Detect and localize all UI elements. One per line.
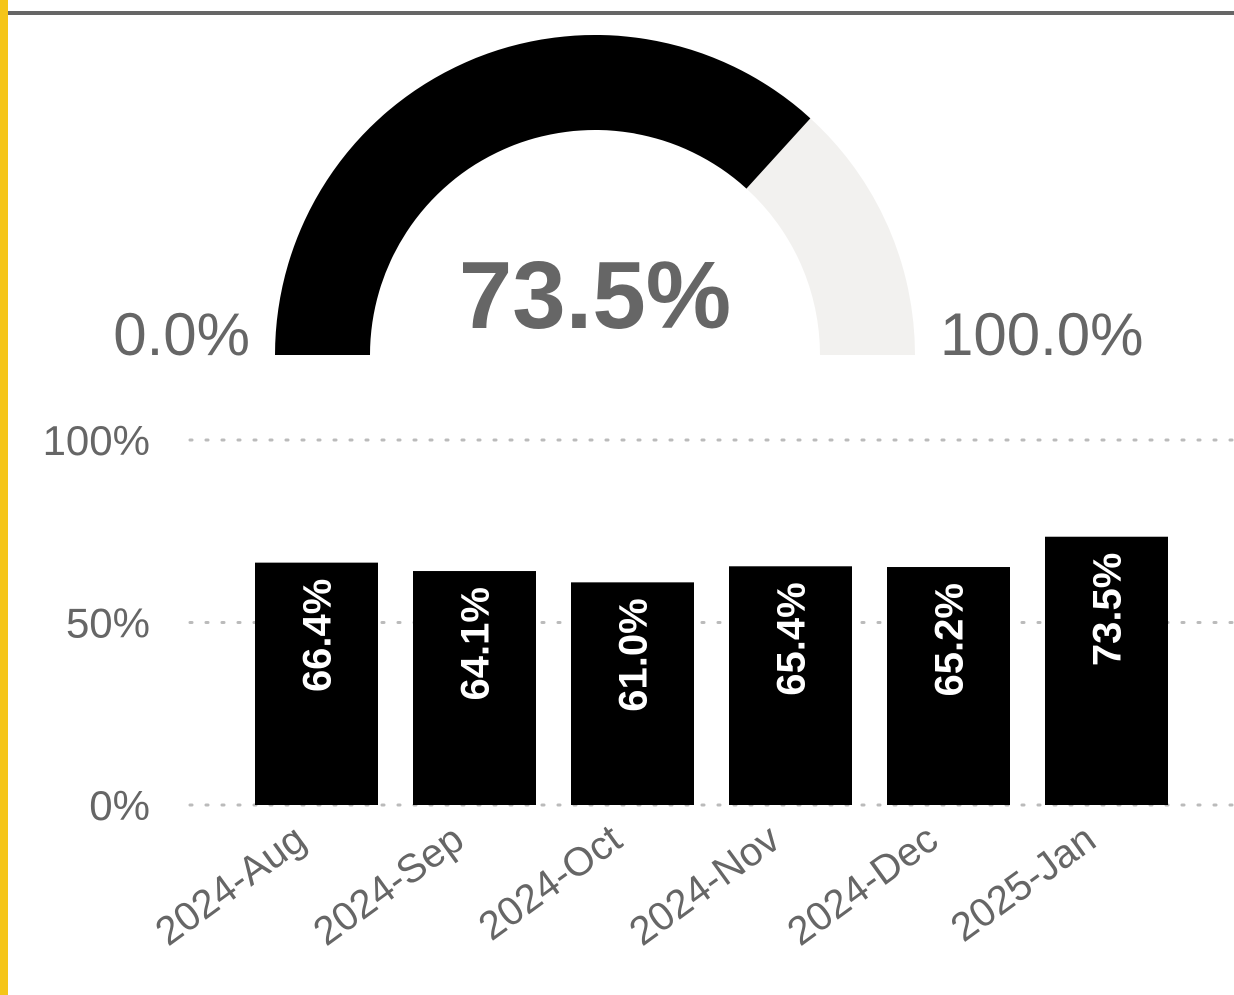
x-tick-label: 2024-Oct [471, 817, 630, 949]
gauge-min-label: 0.0% [113, 301, 250, 368]
gauge-value-label: 73.5% [459, 242, 731, 349]
bar-value-label: 65.4% [770, 582, 814, 695]
bar [1045, 536, 1168, 805]
bar [887, 567, 1010, 805]
bar-value-label: 66.4% [296, 579, 340, 692]
x-tick-label: 2024-Sep [306, 817, 472, 955]
top-rule [8, 11, 1234, 15]
y-tick-label: 0% [89, 782, 150, 829]
x-tick-label: 2024-Nov [622, 817, 788, 955]
x-tick-label: 2024-Aug [148, 817, 314, 955]
y-tick-label: 100% [43, 417, 150, 464]
x-tick-label: 2025-Jan [943, 817, 1104, 951]
gauge-track [746, 118, 915, 355]
bar [729, 566, 852, 805]
side-accent [0, 0, 8, 995]
bar [413, 571, 536, 805]
gauge-value [275, 35, 811, 355]
bar [571, 582, 694, 805]
bar [255, 562, 378, 805]
x-tick-label: 2024-Dec [780, 817, 946, 955]
y-tick-label: 50% [66, 600, 150, 647]
bar-value-label: 64.1% [454, 587, 498, 700]
gauge-max-label: 100.0% [940, 301, 1144, 368]
bar-value-label: 65.2% [928, 583, 972, 696]
bar-value-label: 61.0% [612, 598, 656, 711]
bar-value-label: 73.5% [1086, 553, 1130, 666]
